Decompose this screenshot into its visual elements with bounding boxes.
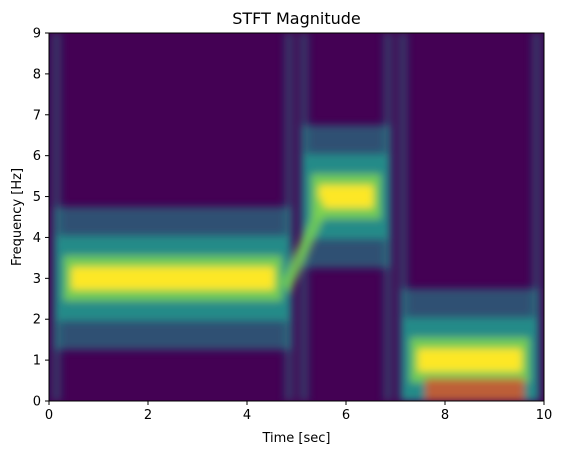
- y-axis-label: Frequency [Hz]: [10, 168, 25, 266]
- y-tick-label: 9: [33, 27, 41, 42]
- plot-area: [49, 33, 544, 401]
- x-tick-label: 6: [342, 408, 350, 423]
- x-tick-label: 10: [536, 408, 553, 423]
- x-tick-label: 4: [243, 408, 251, 423]
- heatmap-band-core: [417, 348, 522, 372]
- chart-title: STFT Magnitude: [232, 9, 360, 28]
- heatmap-layer: [51, 33, 542, 401]
- y-axis: 0 1 2 3 4 5 6 7 8 9: [33, 27, 49, 410]
- y-tick-label: 7: [33, 108, 41, 123]
- y-tick-label: 5: [33, 190, 41, 205]
- heatmap-transition: [281, 196, 327, 295]
- x-tick-label: 8: [441, 408, 449, 423]
- plot-frame: [48, 32, 545, 402]
- heatmap-low-artifact: [425, 378, 525, 401]
- x-axis-label: Time [sec]: [261, 431, 330, 446]
- y-tick-label: 6: [33, 149, 41, 164]
- heatmap-leakage: [531, 33, 542, 401]
- y-tick-label: 8: [33, 67, 41, 82]
- heatmap-band-core: [71, 266, 275, 290]
- x-tick-label: 0: [45, 408, 53, 423]
- y-tick-label: 1: [33, 354, 41, 369]
- y-tick-label: 4: [33, 231, 41, 246]
- y-tick-label: 3: [33, 272, 41, 287]
- y-tick-label: 2: [33, 313, 41, 328]
- heatmap-band-core: [318, 185, 374, 209]
- y-tick-label: 0: [33, 395, 41, 410]
- x-axis: 0 2 4 6 8 10: [45, 401, 552, 423]
- x-tick-label: 2: [144, 408, 152, 423]
- heatmap-leakage: [397, 33, 408, 401]
